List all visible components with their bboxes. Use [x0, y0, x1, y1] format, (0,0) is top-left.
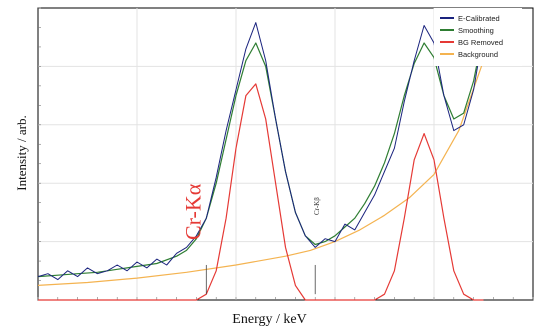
legend-label: Background [458, 50, 498, 59]
annotation-label: Cr-Kβ [313, 197, 321, 215]
legend-label: BG Removed [458, 38, 503, 47]
legend-label: Smoothing [458, 26, 494, 35]
series-line-background [37, 60, 485, 286]
annotation-label: Cr-Kα [180, 183, 205, 240]
series-line-bg-removed [38, 83, 484, 301]
series-line-e-calibrated [37, 22, 484, 281]
y-axis-label: Intensity / arb. [14, 115, 29, 191]
grid [37, 7, 534, 301]
x-axis-label: Energy / keV [232, 312, 307, 327]
annotations: Cr-Kα Cr-Kβ [180, 183, 321, 295]
legend-label: E-Calibrated [458, 14, 500, 23]
series-lines [37, 22, 485, 301]
legend: E-Calibrated Smoothing BG Removed Backgroun… [434, 8, 522, 66]
